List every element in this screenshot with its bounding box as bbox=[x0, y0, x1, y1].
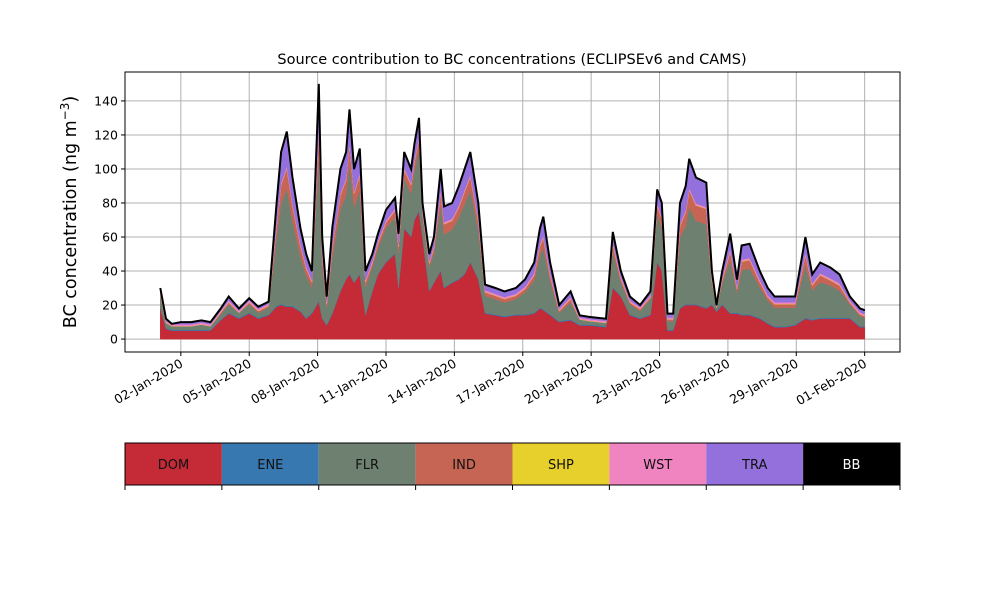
y-axis-label: BC concentration (ng m−3) bbox=[58, 96, 81, 328]
y-tick-label: 60 bbox=[102, 230, 118, 245]
y-tick-label: 140 bbox=[94, 93, 118, 108]
x-tick-label: 01-Feb-2020 bbox=[793, 356, 869, 408]
y-tick-label: 120 bbox=[94, 127, 118, 142]
y-axis-label-exponent: −3 bbox=[58, 103, 72, 121]
legend-swatch-dom bbox=[125, 443, 222, 485]
legend-swatch-tra bbox=[706, 443, 804, 485]
chart-title: Source contribution to BC concentrations… bbox=[277, 52, 746, 68]
legend-frame bbox=[124, 442, 901, 486]
plot-frame bbox=[124, 71, 901, 353]
legend-label: ENE bbox=[257, 458, 283, 473]
y-tick-label: 80 bbox=[102, 195, 118, 210]
y-tick-label: 40 bbox=[102, 264, 118, 279]
legend-label: BB bbox=[843, 458, 861, 473]
legend-label: TRA bbox=[741, 458, 767, 473]
legend-label: IND bbox=[452, 458, 476, 473]
legend-swatch-shp bbox=[512, 443, 610, 485]
y-axis-label-main: BC concentration (ng m bbox=[61, 120, 81, 328]
x-tick-label: 02-Jan-2020 bbox=[111, 356, 185, 407]
legend-label: WST bbox=[643, 458, 672, 473]
y-axis-label-close: ) bbox=[61, 96, 81, 103]
legend-label: DOM bbox=[158, 458, 189, 473]
x-tick-label: 08-Jan-2020 bbox=[248, 356, 322, 407]
legend-swatch-ene bbox=[221, 443, 319, 485]
legend-swatch-flr bbox=[318, 443, 416, 485]
x-tick-label: 17-Jan-2020 bbox=[453, 356, 527, 407]
legend-swatch-wst bbox=[609, 443, 707, 485]
legend-swatch-bb bbox=[803, 443, 900, 485]
x-tick-label: 26-Jan-2020 bbox=[658, 356, 732, 407]
total-line bbox=[159, 83, 866, 325]
legend-label: FLR bbox=[355, 458, 379, 473]
y-tick-label: 20 bbox=[102, 298, 118, 313]
x-tick-label: 29-Jan-2020 bbox=[727, 356, 801, 407]
y-tick-label: 0 bbox=[110, 332, 118, 347]
x-tick-label: 20-Jan-2020 bbox=[522, 356, 596, 407]
legend-swatch-ind bbox=[415, 443, 513, 485]
x-tick-label: 05-Jan-2020 bbox=[180, 356, 254, 407]
colorbar-legend: DOM ENE FLR IND SHP WST TRA BB bbox=[124, 442, 901, 490]
axes: 0 20 40 60 80 100 120 140 02-Jan-202005-Jan-2020… bbox=[94, 71, 901, 408]
legend-label: SHP bbox=[548, 458, 574, 473]
x-tick-label: 11-Jan-2020 bbox=[317, 356, 391, 407]
x-tick-label: 14-Jan-2020 bbox=[385, 356, 459, 407]
x-tick-label: 23-Jan-2020 bbox=[590, 356, 664, 407]
y-tick-label: 100 bbox=[94, 161, 118, 176]
area-series bbox=[159, 83, 866, 340]
